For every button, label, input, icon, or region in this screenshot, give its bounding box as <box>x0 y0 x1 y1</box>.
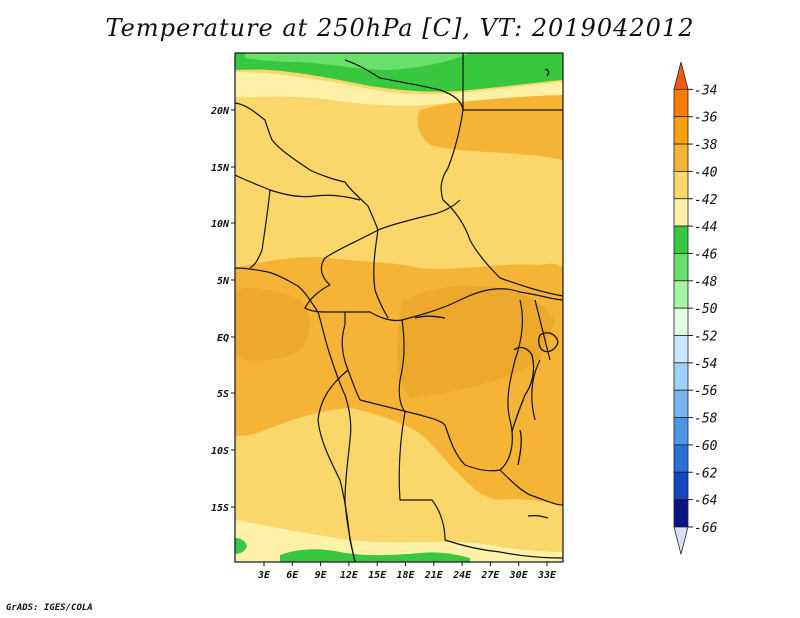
colorbar-label: -36 <box>694 111 718 126</box>
field-green-sw <box>235 538 247 554</box>
lon-tick-label: 15E <box>368 570 387 581</box>
lon-tick-label: 18E <box>396 570 415 581</box>
field-warmer-west <box>235 288 311 361</box>
lat-tick-label: 20N <box>210 106 230 117</box>
field-warm-north <box>417 95 563 160</box>
colorbar-swatch <box>673 225 689 254</box>
lat-tick-label: 15S <box>211 503 229 514</box>
map-title: Temperature at 250hPa [C], VT: 201904201… <box>105 14 695 42</box>
colorbar-label: -50 <box>694 302 718 317</box>
colorbar-swatch <box>673 116 689 145</box>
country-borders <box>235 53 563 562</box>
colorbar-label: -58 <box>694 412 718 427</box>
colorbar-label: -44 <box>694 220 717 235</box>
map-frame <box>234 52 564 563</box>
colorbar-swatch <box>673 362 689 391</box>
lon-tick-label: 21E <box>424 570 444 581</box>
colorbar-label: -34 <box>694 83 717 98</box>
colorbar-swatch <box>673 335 689 364</box>
lat-tick-label: 5S <box>217 389 229 400</box>
colorbar-swatch <box>673 471 689 501</box>
colorbar-swatch <box>673 444 689 473</box>
lat-tick-label: 5N <box>217 276 230 287</box>
colorbar-swatch <box>673 499 689 528</box>
coastline <box>235 267 356 562</box>
axis-ticks: 20N 15N 10N 5N EQ 5S 10S 15S 3E 6E 9E 12E 15E 18E 21E 2… <box>210 106 557 581</box>
lon-tick-label: 27E <box>480 570 500 581</box>
colorbar-label: -54 <box>694 357 717 372</box>
colorbar-label: -42 <box>694 193 718 208</box>
field-cool-north <box>235 72 563 106</box>
colorbar-swatch <box>673 88 689 118</box>
lat-tick-label: 15N <box>211 163 230 174</box>
lat-tick-label: 10S <box>211 446 229 457</box>
lon-tick-label: 30E <box>509 570 529 581</box>
field-lightgreen-north <box>245 53 470 70</box>
colorbar-swatch <box>673 417 689 446</box>
field-warmer-center <box>396 285 555 398</box>
colorbar-swatch <box>673 198 689 227</box>
field-green-south <box>280 549 470 562</box>
colorbar-swatch <box>673 280 689 309</box>
colorbar-label: -64 <box>694 494 717 509</box>
colorbar-swatch <box>673 170 689 200</box>
lon-tick-label: 6E <box>286 570 299 581</box>
colorbar-swatch <box>673 389 689 418</box>
colorbar-swatch <box>673 526 689 555</box>
temperature-field <box>235 53 563 562</box>
colorbar-swatch <box>673 143 689 172</box>
colorbar-label: -38 <box>694 138 718 153</box>
lat-tick-label: 10N <box>211 219 230 230</box>
colorbar-label: -62 <box>694 466 718 481</box>
colorbar-label: -66 <box>694 521 718 536</box>
colorbar-label: -52 <box>694 330 718 345</box>
grads-credit: GrADS: IGES/COLA <box>6 603 93 613</box>
colorbar-label: -46 <box>694 247 718 262</box>
lat-tick-label: EQ <box>217 333 229 344</box>
colorbar-label: -56 <box>694 384 718 399</box>
lon-tick-label: 12E <box>340 570 359 581</box>
colorbar: -34 -36 -38 -40 -42 -44 -46 -48 -50 -52 -54 -56 -58 -… <box>673 61 718 555</box>
lon-tick-label: 24E <box>452 570 472 581</box>
colorbar-label: -60 <box>694 439 718 454</box>
colorbar-swatch <box>673 307 689 336</box>
colorbar-swatch <box>673 253 689 282</box>
lon-tick-label: 9E <box>315 570 328 581</box>
colorbar-label: -48 <box>694 275 718 290</box>
colorbar-swatch <box>673 61 689 90</box>
lon-tick-label: 33E <box>537 570 557 581</box>
lon-tick-label: 3E <box>257 570 271 581</box>
lakes <box>414 68 559 519</box>
colorbar-label: -40 <box>694 165 718 180</box>
